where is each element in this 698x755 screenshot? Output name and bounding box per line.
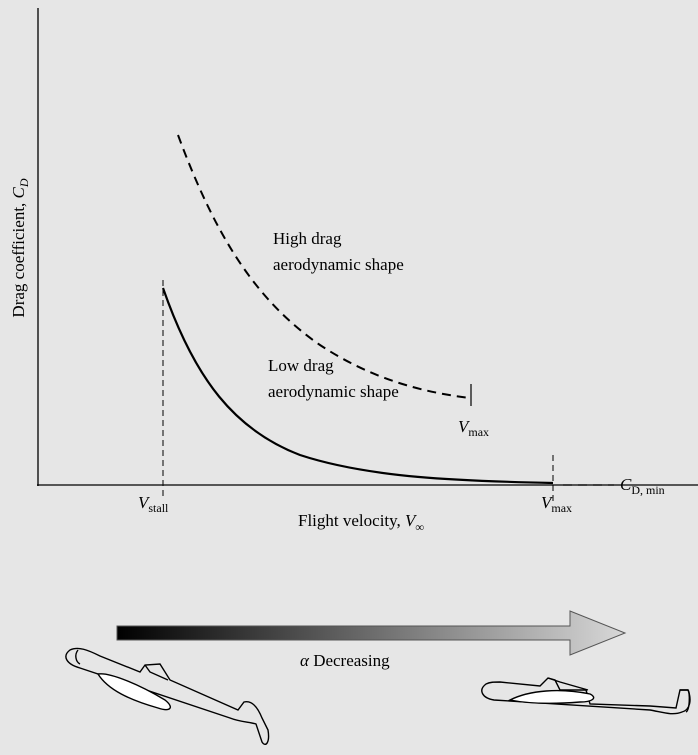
alpha-arrow [116,610,627,656]
v-max-label: Vmax [541,493,572,515]
airplane-low-alpha [481,677,691,715]
low-drag-curve [161,287,554,485]
y-axis-label: Drag coefficient, CD [9,178,31,317]
high-drag-curve [177,134,471,399]
cd-min-label: CD, min [620,475,665,497]
x-axis-label: Flight velocity, V∞ [298,511,424,534]
high-drag-vmax-label: Vmax [458,417,489,439]
high-drag-label: High drag [273,229,342,248]
arrow-label: α Decreasing [300,651,390,670]
low-drag-label: aerodynamic shape [268,382,399,401]
low-drag-label: Low drag [268,356,334,375]
high-drag-label: aerodynamic shape [273,255,404,274]
airplane-high-alpha [65,647,270,746]
v-stall-label: Vstall [138,493,169,515]
